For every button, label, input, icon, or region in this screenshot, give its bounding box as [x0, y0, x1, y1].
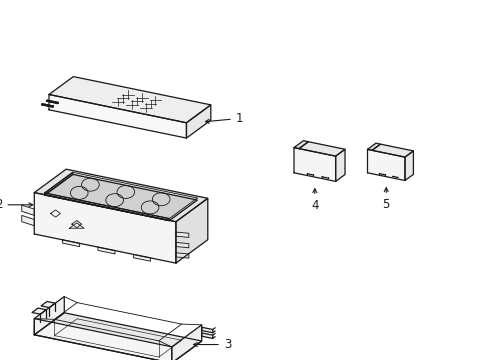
Polygon shape	[98, 247, 115, 254]
Polygon shape	[202, 333, 213, 338]
Polygon shape	[49, 94, 187, 138]
Polygon shape	[45, 172, 73, 195]
Polygon shape	[187, 105, 211, 138]
Polygon shape	[34, 193, 176, 263]
Text: 2: 2	[0, 198, 33, 211]
Polygon shape	[41, 301, 55, 307]
Polygon shape	[49, 77, 211, 123]
Polygon shape	[42, 104, 53, 107]
Polygon shape	[176, 253, 189, 258]
Text: 4: 4	[311, 189, 318, 212]
Polygon shape	[176, 242, 189, 248]
Polygon shape	[172, 325, 202, 360]
Polygon shape	[176, 198, 208, 263]
Polygon shape	[57, 103, 58, 104]
Polygon shape	[294, 141, 308, 149]
Polygon shape	[63, 240, 79, 247]
Text: 3: 3	[194, 338, 231, 351]
Polygon shape	[405, 151, 414, 180]
Polygon shape	[294, 148, 336, 181]
Text: 1: 1	[205, 112, 243, 125]
Polygon shape	[202, 327, 213, 333]
Polygon shape	[133, 255, 150, 261]
Polygon shape	[47, 101, 57, 104]
Polygon shape	[45, 193, 170, 221]
Polygon shape	[45, 174, 197, 221]
Polygon shape	[52, 106, 53, 107]
Polygon shape	[368, 143, 380, 150]
Polygon shape	[299, 142, 345, 156]
Polygon shape	[22, 215, 34, 226]
Polygon shape	[42, 104, 52, 107]
Text: 5: 5	[383, 188, 390, 211]
Polygon shape	[34, 313, 202, 360]
Polygon shape	[372, 144, 414, 157]
Polygon shape	[34, 297, 64, 335]
Polygon shape	[34, 169, 208, 222]
Polygon shape	[368, 149, 405, 180]
Polygon shape	[22, 205, 34, 215]
Polygon shape	[47, 100, 58, 103]
Polygon shape	[32, 308, 46, 314]
Polygon shape	[34, 319, 172, 360]
Polygon shape	[176, 232, 189, 237]
Polygon shape	[336, 149, 345, 181]
